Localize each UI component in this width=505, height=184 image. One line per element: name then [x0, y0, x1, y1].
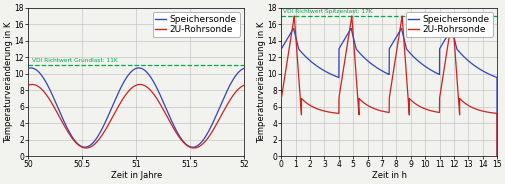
- Text: VDI Richtwert Grundlast: 11K: VDI Richtwert Grundlast: 11K: [31, 58, 117, 63]
- X-axis label: Zeit in Jahre: Zeit in Jahre: [110, 171, 162, 180]
- Legend: Speichersonde, 2U-Rohrsonde: Speichersonde, 2U-Rohrsonde: [405, 12, 491, 37]
- Y-axis label: Temperaturveränderung in K: Temperaturveränderung in K: [4, 21, 13, 143]
- X-axis label: Zeit in h: Zeit in h: [371, 171, 406, 180]
- Text: VDI Richtwert Spitzenlast: 17K: VDI Richtwert Spitzenlast: 17K: [282, 9, 372, 14]
- Legend: Speichersonde, 2U-Rohrsonde: Speichersonde, 2U-Rohrsonde: [152, 12, 239, 37]
- Y-axis label: Temperaturveränderung in K: Temperaturveränderung in K: [257, 21, 266, 143]
